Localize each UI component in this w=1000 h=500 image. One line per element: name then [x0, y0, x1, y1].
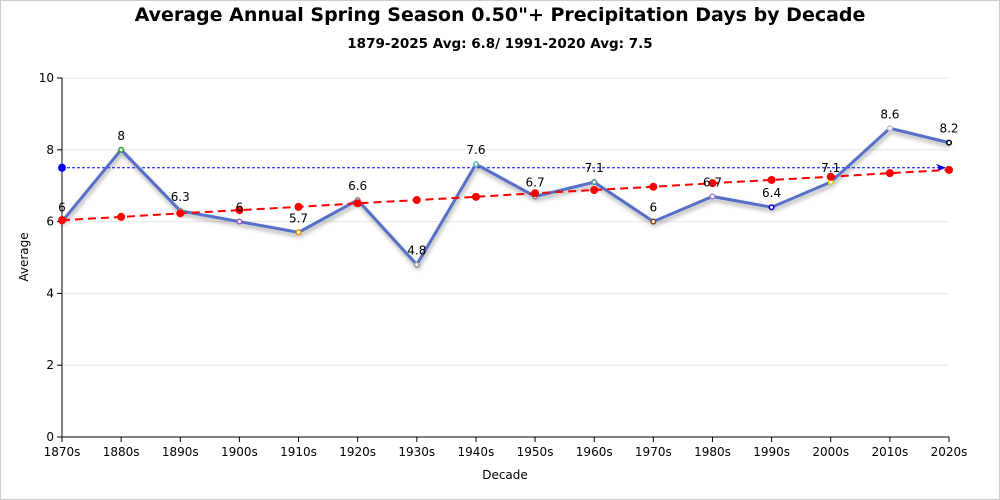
data-point	[295, 229, 302, 236]
data-label: 8.6	[880, 107, 899, 121]
data-point	[413, 261, 420, 268]
chart-subtitle: 1879-2025 Avg: 6.8/ 1991-2020 Avg: 7.5	[347, 36, 653, 52]
x-tick-label: 1980s	[694, 445, 731, 459]
x-tick-label: 1950s	[517, 445, 554, 459]
data-label: 6.7	[703, 175, 722, 189]
data-label: 4.8	[407, 244, 426, 258]
x-tick-label: 1970s	[635, 445, 672, 459]
x-tick-label: 1940s	[458, 445, 495, 459]
x-axis-label: Decade	[482, 468, 528, 482]
data-label: 8.2	[939, 122, 958, 136]
y-tick-label: 6	[46, 215, 54, 229]
x-tick-label: 1930s	[398, 445, 435, 459]
data-label: 6	[58, 201, 66, 215]
data-point	[768, 204, 775, 211]
trend-point	[294, 202, 303, 211]
data-point	[591, 179, 598, 186]
x-tick-label: 1890s	[162, 445, 199, 459]
trend-point	[885, 169, 894, 178]
series-line	[60, 126, 950, 268]
trend-point	[353, 199, 362, 208]
trend-point	[826, 172, 835, 181]
y-tick-label: 8	[46, 143, 54, 157]
trend-point	[235, 206, 244, 215]
trend-point	[471, 192, 480, 201]
data-point	[118, 146, 125, 153]
x-tick-label: 2020s	[931, 445, 968, 459]
y-tick-label: 0	[46, 430, 54, 444]
trend-point	[176, 209, 185, 218]
data-label: 7.1	[585, 161, 604, 175]
data-point	[886, 125, 893, 132]
data-label: 5.7	[289, 211, 308, 225]
trend-point	[945, 165, 953, 174]
trend-point	[58, 216, 66, 225]
trend-point	[531, 189, 540, 198]
x-tick-label: 1880s	[103, 445, 140, 459]
chart-title: Average Annual Spring Season 0.50"+ Prec…	[134, 4, 866, 26]
data-label: 6.4	[762, 186, 781, 200]
trend-point	[767, 175, 776, 184]
x-tick-label: 2010s	[871, 445, 908, 459]
x-tick-label: 1990s	[753, 445, 790, 459]
y-tick-label: 10	[39, 71, 54, 85]
trend-point	[649, 182, 658, 191]
data-label: 6.3	[171, 190, 190, 204]
data-point	[945, 139, 953, 146]
data-label: 6.6	[348, 179, 367, 193]
x-tick-label: 1900s	[221, 445, 258, 459]
data-point	[236, 218, 243, 225]
data-label: 7.6	[466, 143, 485, 157]
trend-point	[708, 179, 717, 188]
data-point	[472, 161, 479, 168]
trend-point	[117, 212, 126, 221]
trend-point	[590, 186, 599, 195]
data-label: 6	[236, 201, 244, 215]
x-tick-label: 1920s	[339, 445, 376, 459]
y-tick-label: 4	[46, 286, 54, 300]
data-label: 8	[117, 129, 125, 143]
data-point	[650, 218, 657, 225]
reference-point	[58, 163, 66, 172]
x-tick-label: 1960s	[576, 445, 613, 459]
data-label: 7.1	[821, 161, 840, 175]
y-tick-label: 2	[46, 358, 54, 372]
data-label: 6	[650, 201, 658, 215]
x-tick-label: 1870s	[44, 445, 81, 459]
trend-point	[412, 196, 421, 205]
x-tick-label: 2000s	[812, 445, 849, 459]
data-point	[709, 193, 716, 200]
x-tick-label: 1910s	[280, 445, 317, 459]
trend-line	[61, 168, 950, 222]
data-label: 6.7	[526, 175, 545, 189]
y-axis-label: Average	[17, 232, 31, 281]
